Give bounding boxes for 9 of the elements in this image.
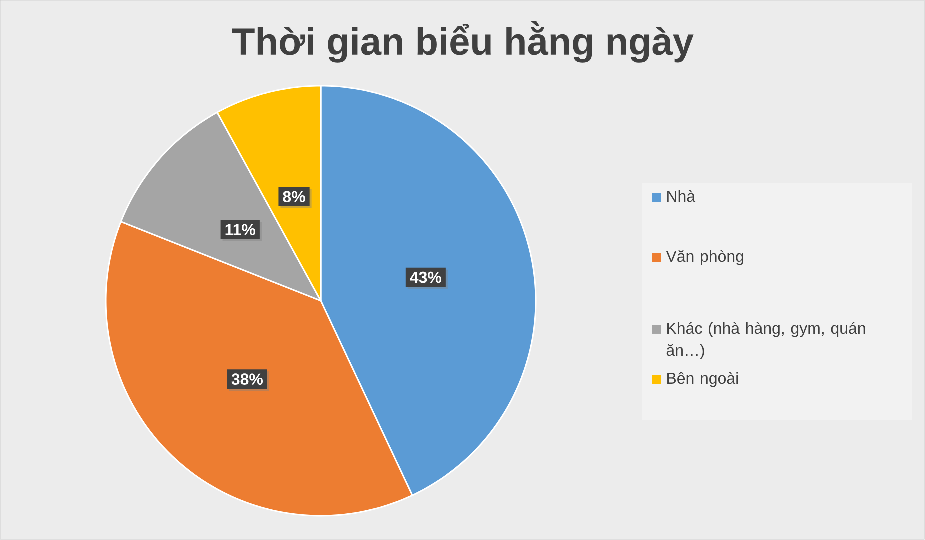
legend-label: Khác (nhà hàng, gym, quán ăn…) bbox=[666, 322, 866, 360]
legend-label: Văn phòng bbox=[666, 250, 744, 266]
chart-title: Thời gian biểu hằng ngày bbox=[232, 21, 694, 63]
data-label: 38% bbox=[232, 374, 264, 386]
data-label: 43% bbox=[410, 272, 442, 284]
legend-label: Bên ngoài bbox=[668, 372, 738, 388]
data-label: 8% bbox=[283, 191, 306, 203]
data-label: 11% bbox=[226, 224, 256, 236]
legend-label: Nhà bbox=[668, 190, 696, 202]
